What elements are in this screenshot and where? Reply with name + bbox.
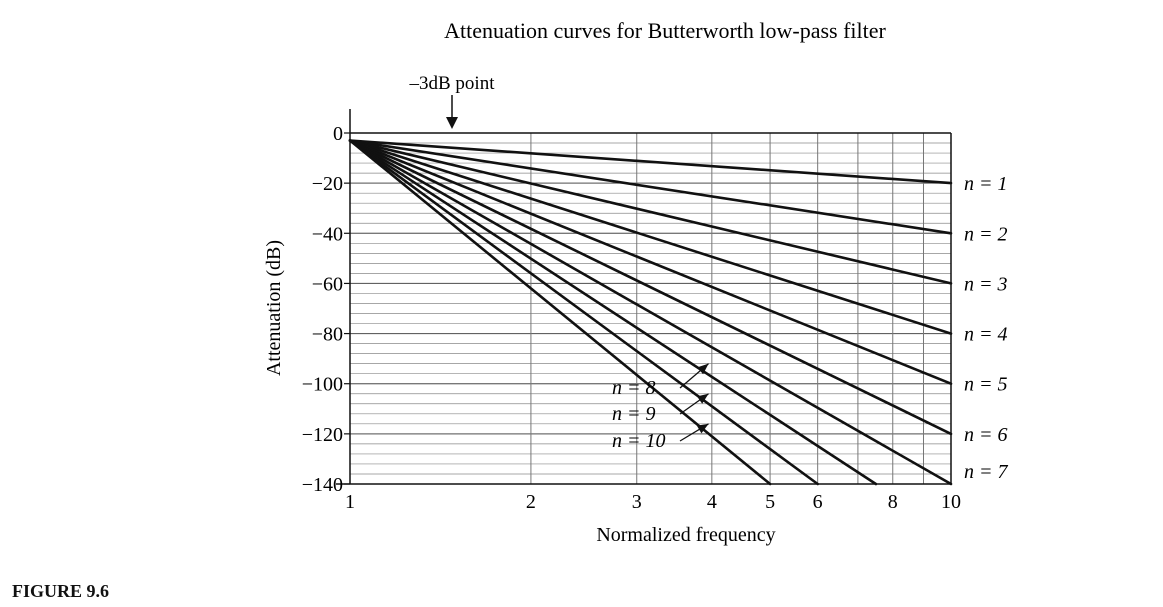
series-label: n = 1 xyxy=(964,173,1008,195)
series-line xyxy=(348,139,820,486)
annotation-text: –3dB point xyxy=(409,73,496,94)
series-label: n = 9 xyxy=(612,403,656,425)
grid xyxy=(349,132,952,485)
series-label: n = 3 xyxy=(964,273,1008,295)
series-label: n = 10 xyxy=(612,430,666,452)
x-tick-label: 1 xyxy=(345,491,355,513)
y-tick-labels: 0 −20 −40 −60 −80 −100 −120 −140 xyxy=(302,123,343,496)
y-tick-label: 0 xyxy=(333,123,343,145)
x-tick-label: 8 xyxy=(888,491,898,513)
y-tick-label: −120 xyxy=(302,424,343,446)
x-tick-label: 2 xyxy=(526,491,536,513)
figure-caption: FIGURE 9.6 xyxy=(12,581,110,601)
leader-arrow-icon xyxy=(697,363,709,375)
y-tick-label: −20 xyxy=(312,173,343,195)
x-tick-label: 10 xyxy=(941,491,961,513)
series-line xyxy=(348,139,953,386)
y-tick-label: −100 xyxy=(302,374,343,396)
leader-arrow-icon xyxy=(696,393,709,404)
y-tick-label: −40 xyxy=(312,223,343,245)
series-line xyxy=(348,139,953,436)
series-label: n = 2 xyxy=(964,223,1008,245)
series-labels: n = 1 n = 2 n = 3 n = 4 n = 5 n = 6 n = 7 n = 8… xyxy=(612,173,1008,483)
y-tick-label: −80 xyxy=(312,324,343,346)
series-line xyxy=(348,139,953,185)
plot-frame xyxy=(336,109,952,485)
y-tick-label: −60 xyxy=(312,273,343,295)
y-axis-title: Attenuation (dB) xyxy=(263,240,285,376)
leader-arrow-icon xyxy=(696,423,709,434)
series-label: n = 7 xyxy=(964,461,1008,483)
series-line xyxy=(348,139,772,486)
x-tick-label: 3 xyxy=(632,491,642,513)
series-line xyxy=(348,139,953,486)
annotation-arrow-head-icon xyxy=(446,117,458,129)
series-label: n = 6 xyxy=(964,424,1008,446)
series-line xyxy=(348,139,953,335)
y-tick-label: −140 xyxy=(302,474,343,496)
x-tick-label: 6 xyxy=(813,491,823,513)
series-line xyxy=(348,139,953,285)
x-tick-label: 5 xyxy=(765,491,775,513)
series-label: n = 5 xyxy=(964,374,1008,396)
chart-title: Attenuation curves for Butterworth low-p… xyxy=(444,18,886,43)
x-tick-labels: 1 2 3 4 5 6 8 10 xyxy=(345,491,961,513)
minus-3db-annotation: –3dB point xyxy=(409,73,496,129)
series-line xyxy=(348,139,953,235)
series-label: n = 8 xyxy=(612,377,656,399)
x-axis-title: Normalized frequency xyxy=(596,524,775,546)
series-label: n = 4 xyxy=(964,324,1008,346)
series-line xyxy=(348,139,878,486)
x-tick-label: 4 xyxy=(707,491,717,513)
